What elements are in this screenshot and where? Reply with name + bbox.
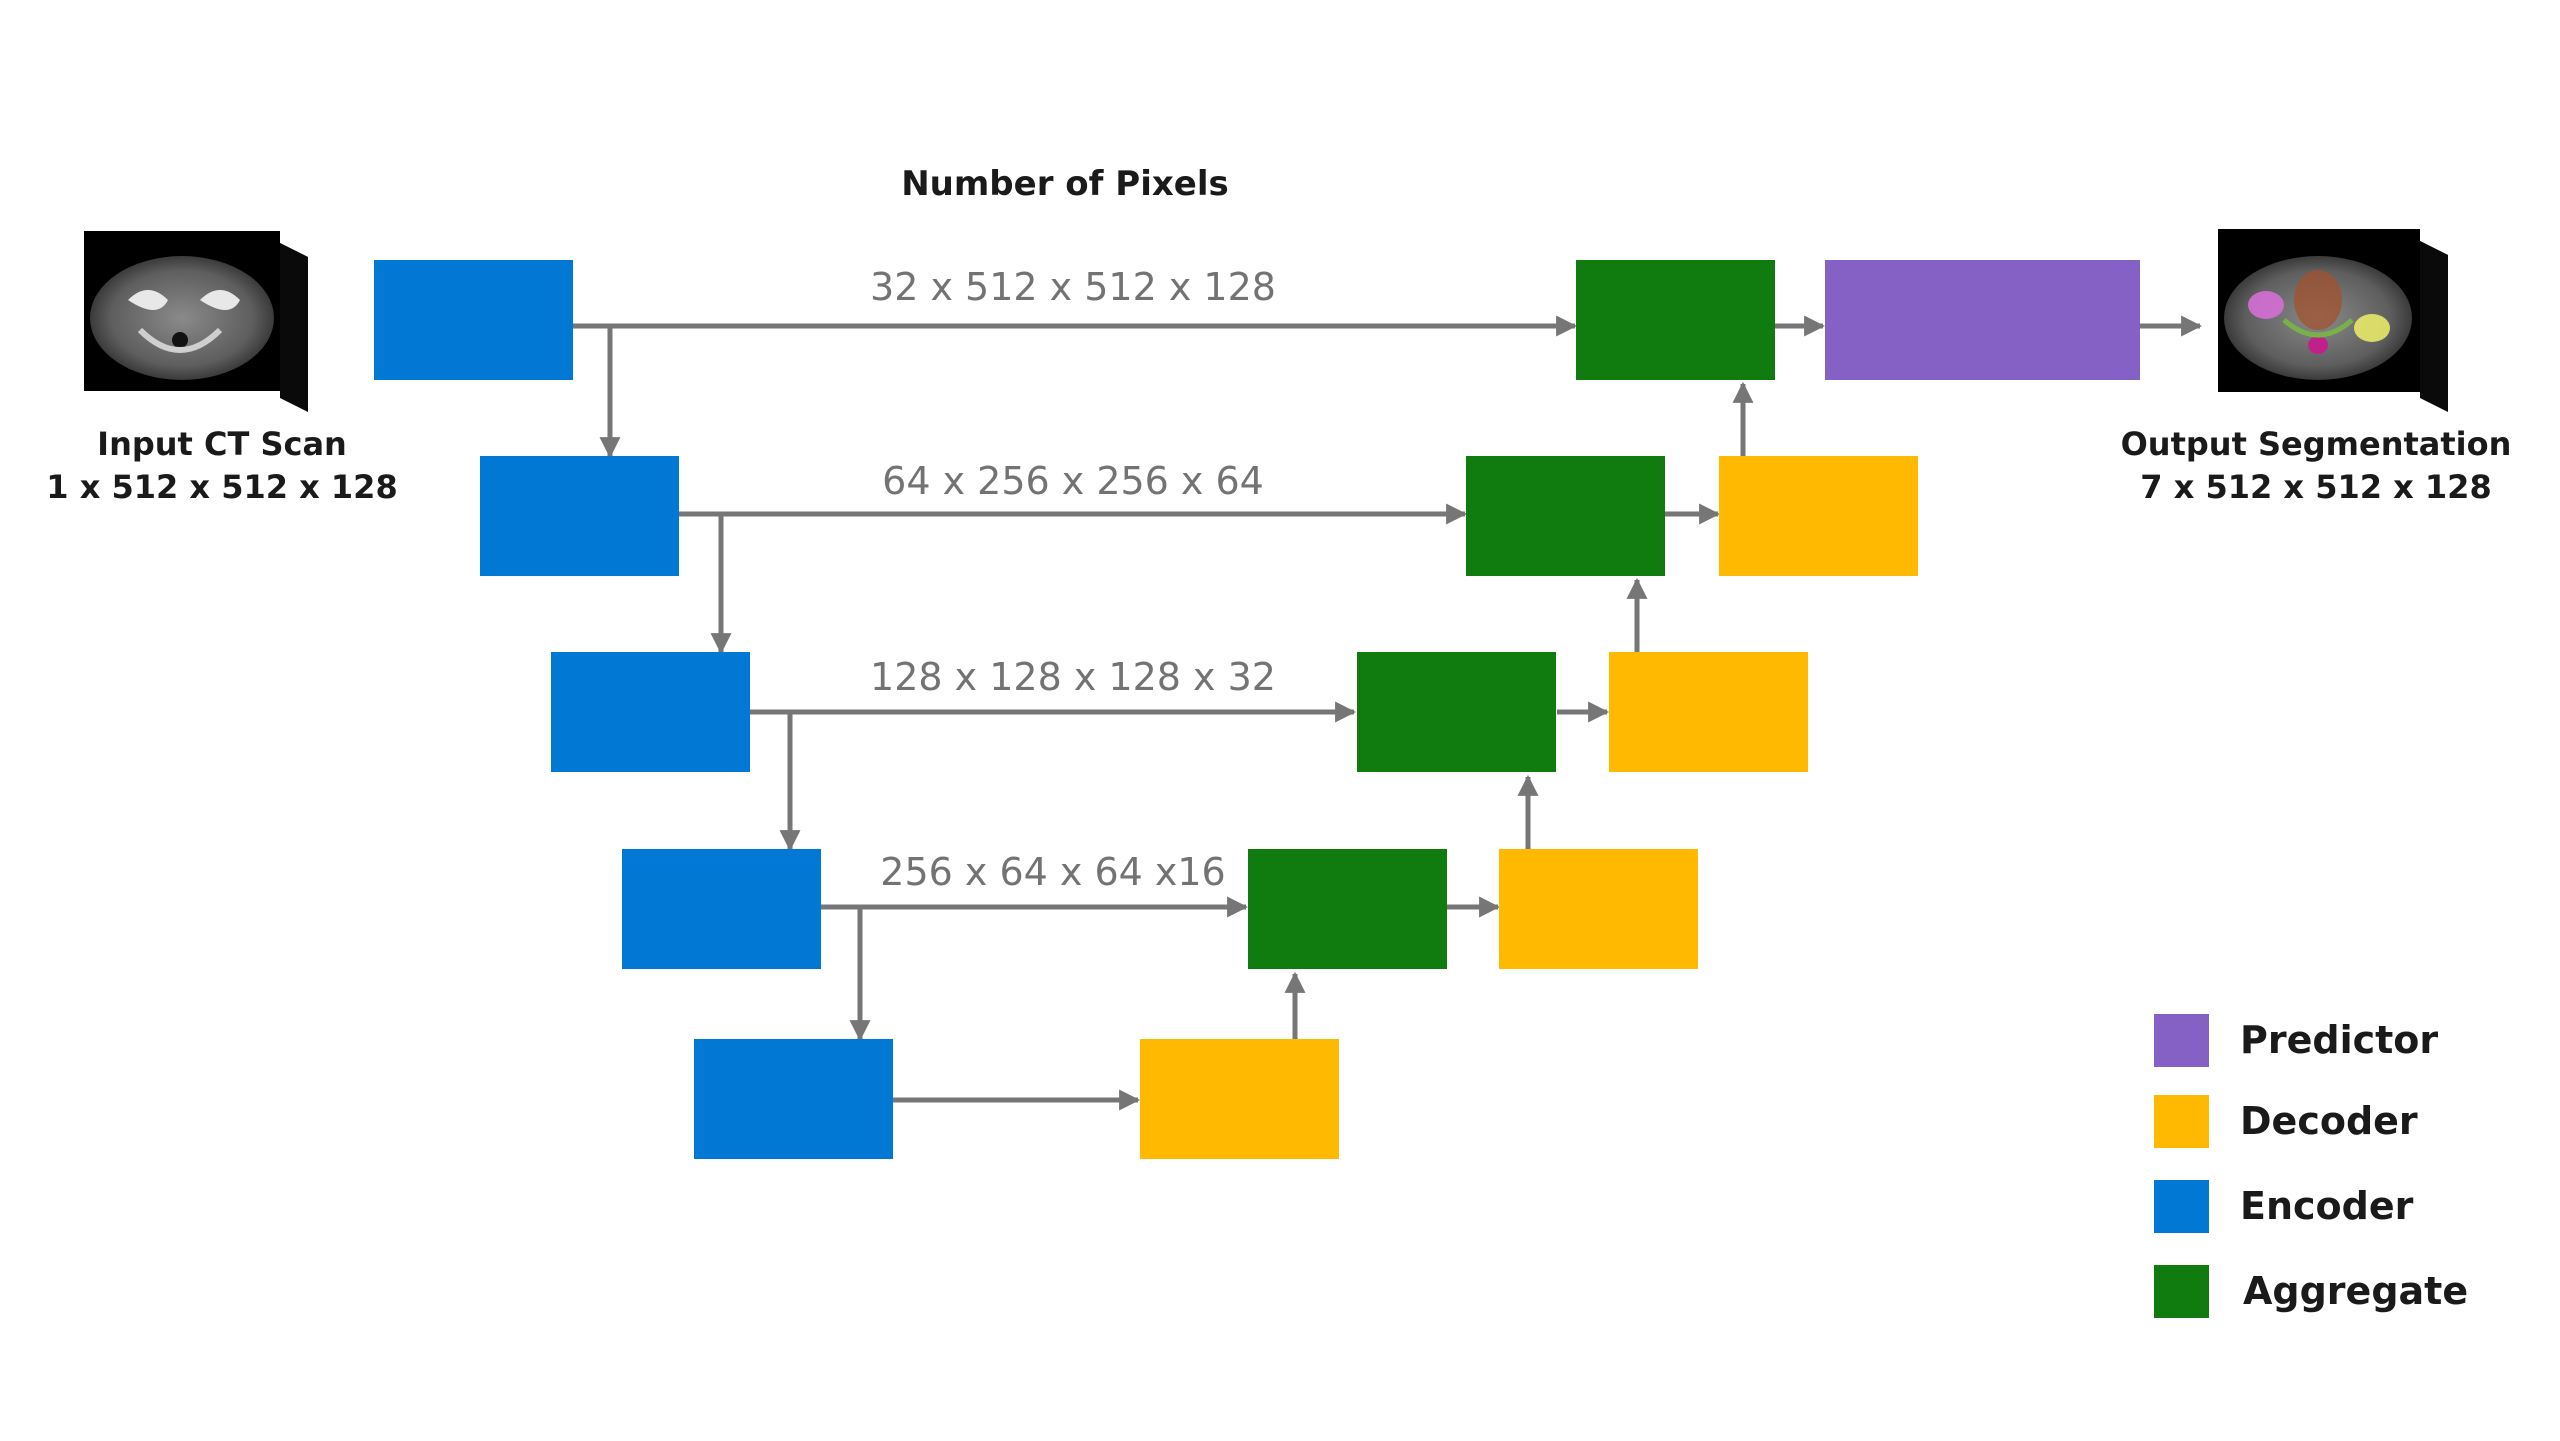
level-1-dims: 32 x 512 x 512 x 128 (870, 265, 1276, 309)
legend-label-decoder: Decoder (2240, 1099, 2418, 1143)
input-ct-scan-image (84, 231, 308, 412)
legend-label-predictor: Predictor (2240, 1018, 2438, 1062)
legend-swatch-decoder (2154, 1095, 2209, 1148)
encoder-block-5 (694, 1039, 893, 1159)
input-dims: 1 x 512 x 512 x 128 (46, 468, 397, 506)
diagram-title: Number of Pixels (901, 164, 1229, 204)
legend-label-encoder: Encoder (2240, 1184, 2414, 1228)
encoder-block-2 (480, 456, 679, 576)
output-segmentation-image (2218, 229, 2448, 412)
predictor-block (1825, 260, 2140, 380)
level-2-dims: 64 x 256 x 256 x 64 (882, 459, 1264, 503)
legend-swatch-aggregate (2154, 1265, 2209, 1318)
legend-swatch-encoder (2154, 1180, 2209, 1233)
legend-swatch-predictor (2154, 1014, 2209, 1067)
input-label: Input CT Scan (97, 425, 347, 463)
connection-arrows (573, 315, 2203, 1111)
decoder-block-2 (1719, 456, 1918, 576)
aggregate-block-4 (1248, 849, 1447, 969)
aggregate-block-3 (1357, 652, 1556, 772)
aggregate-block-1 (1576, 260, 1775, 380)
aggregate-block-2 (1466, 456, 1665, 576)
decoder-block-5 (1140, 1039, 1339, 1159)
encoder-block-4 (622, 849, 821, 969)
output-dims: 7 x 512 x 512 x 128 (2140, 468, 2491, 506)
encoder-block-1 (374, 260, 573, 380)
output-label: Output Segmentation (2121, 425, 2512, 463)
level-3-dims: 128 x 128 x 128 x 32 (870, 655, 1276, 699)
decoder-block-3 (1609, 652, 1808, 772)
encoder-block-3 (551, 652, 750, 772)
level-4-dims: 256 x 64 x 64 x16 (880, 850, 1225, 894)
legend: Predictor Decoder Encoder Aggregate (2154, 1014, 2468, 1318)
legend-label-aggregate: Aggregate (2243, 1269, 2468, 1313)
decoder-block-4 (1499, 849, 1698, 969)
